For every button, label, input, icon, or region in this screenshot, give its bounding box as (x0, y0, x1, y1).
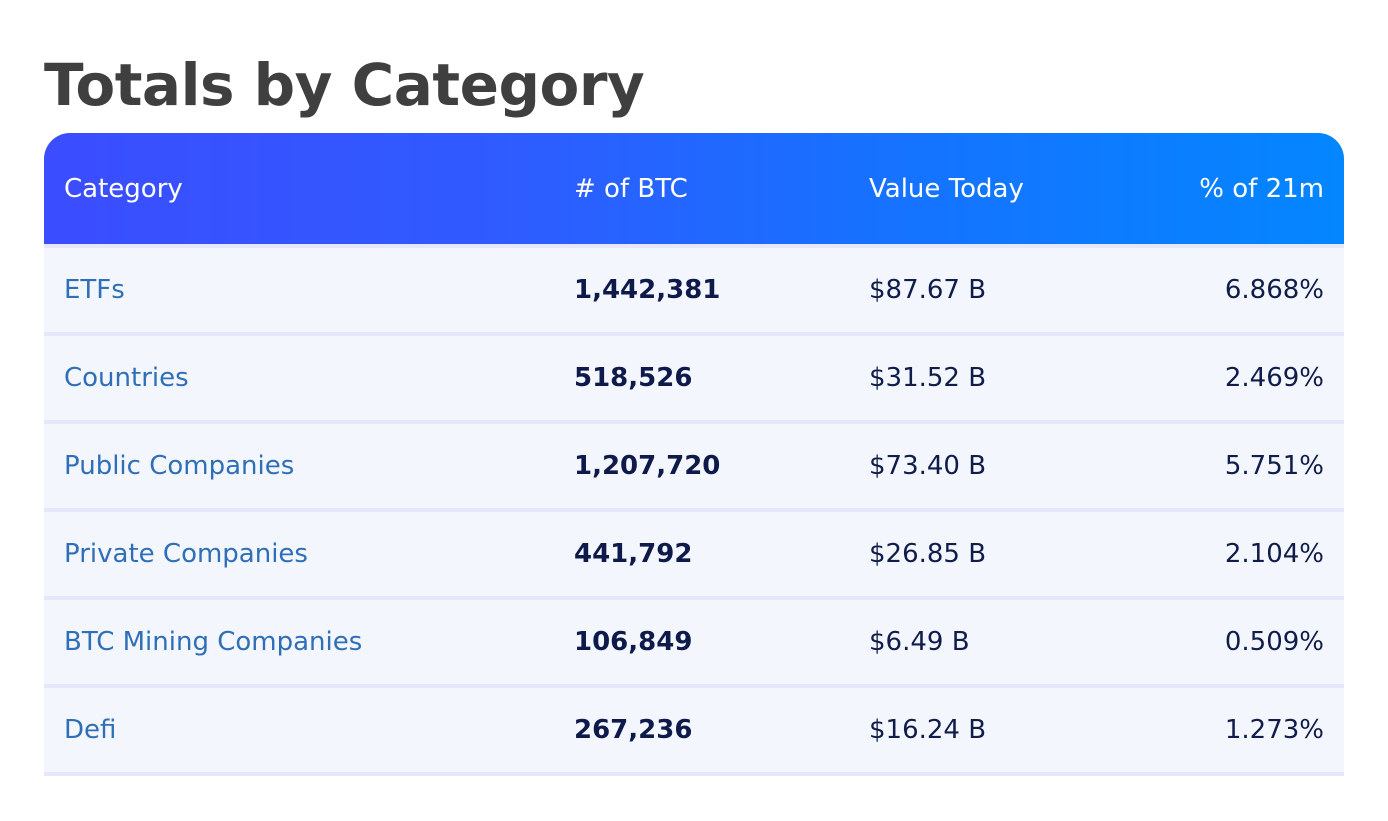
table-body: ETFs 1,442,381 $87.67 B 6.868% Countries… (44, 244, 1344, 776)
table-row: Public Companies 1,207,720 $73.40 B 5.75… (44, 420, 1344, 508)
btc-cell: 1,442,381 (554, 244, 849, 332)
column-header-btc: # of BTC (574, 173, 688, 204)
table-row: Countries 518,526 $31.52 B 2.469% (44, 332, 1344, 420)
category-link-countries[interactable]: Countries (64, 363, 189, 393)
category-cell: Private Companies (44, 508, 554, 596)
value-cell: $6.49 B (849, 596, 1119, 684)
column-header-value: Value Today (869, 173, 1024, 204)
btc-cell: 267,236 (554, 684, 849, 776)
btc-cell: 106,849 (554, 596, 849, 684)
category-cell: Defi (44, 684, 554, 776)
category-link-private-companies[interactable]: Private Companies (64, 539, 308, 569)
percent-cell: 6.868% (1119, 244, 1344, 332)
category-cell: Public Companies (44, 420, 554, 508)
btc-cell: 441,792 (554, 508, 849, 596)
column-header-percent: % of 21m (1199, 173, 1324, 204)
value-cell: $26.85 B (849, 508, 1119, 596)
table-row: ETFs 1,442,381 $87.67 B 6.868% (44, 244, 1344, 332)
percent-cell: 2.104% (1119, 508, 1344, 596)
category-link-public-companies[interactable]: Public Companies (64, 451, 295, 481)
category-link-btc-mining-companies[interactable]: BTC Mining Companies (64, 627, 363, 657)
table-header-row: Category # of BTC Value Today % of 21m (44, 133, 1344, 244)
value-cell: $16.24 B (849, 684, 1119, 776)
btc-cell: 518,526 (554, 332, 849, 420)
percent-cell: 2.469% (1119, 332, 1344, 420)
table-row: Private Companies 441,792 $26.85 B 2.104… (44, 508, 1344, 596)
percent-cell: 0.509% (1119, 596, 1344, 684)
value-cell: $31.52 B (849, 332, 1119, 420)
page-title: Totals by Category (44, 51, 645, 119)
category-link-defi[interactable]: Defi (64, 715, 117, 745)
table-row: BTC Mining Companies 106,849 $6.49 B 0.5… (44, 596, 1344, 684)
category-cell: Countries (44, 332, 554, 420)
totals-table: Category # of BTC Value Today % of 21m E… (44, 133, 1344, 776)
percent-cell: 5.751% (1119, 420, 1344, 508)
table-row: Defi 267,236 $16.24 B 1.273% (44, 684, 1344, 776)
percent-cell: 1.273% (1119, 684, 1344, 776)
category-cell: ETFs (44, 244, 554, 332)
category-link-etfs[interactable]: ETFs (64, 275, 125, 305)
btc-cell: 1,207,720 (554, 420, 849, 508)
value-cell: $73.40 B (849, 420, 1119, 508)
value-cell: $87.67 B (849, 244, 1119, 332)
column-header-category: Category (64, 173, 183, 204)
table-header: Category # of BTC Value Today % of 21m (44, 133, 1344, 244)
category-cell: BTC Mining Companies (44, 596, 554, 684)
